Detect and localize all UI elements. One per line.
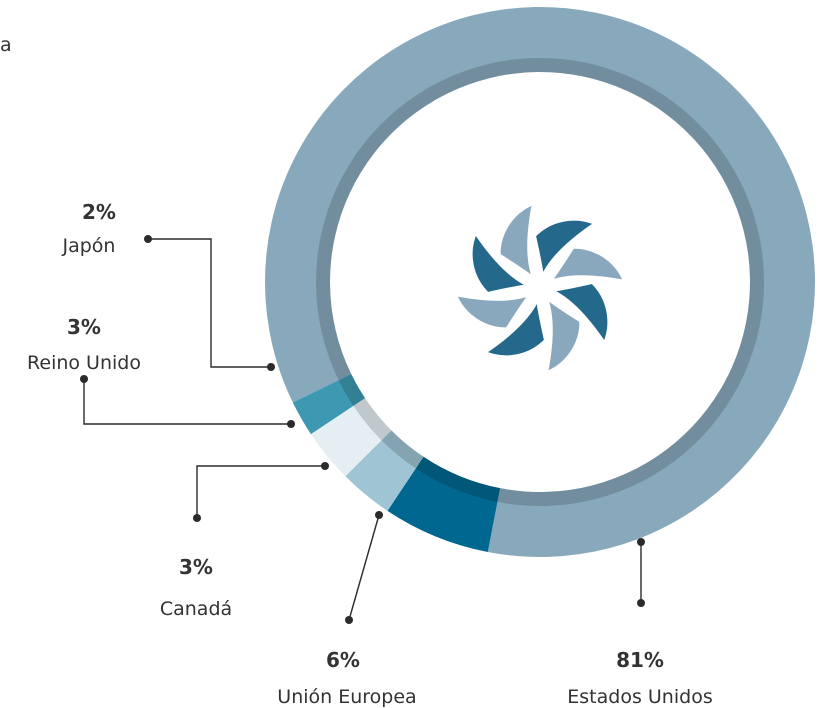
leader-canada — [196, 465, 325, 518]
value-label-reino-unido: 3% — [67, 315, 101, 339]
logo-petal — [451, 284, 543, 333]
category-label-canada: Canadá — [160, 598, 232, 620]
logo-petal — [537, 278, 613, 348]
leader-dot-reino-unido — [287, 420, 295, 428]
logo-petal — [480, 285, 550, 361]
leader-dot-japon — [144, 235, 152, 243]
logo-petal — [467, 228, 543, 298]
logo-petal — [536, 285, 585, 377]
corner-text: a — [0, 34, 12, 56]
spiral-pinwheel-logo — [451, 199, 629, 377]
value-label-japon: 2% — [82, 200, 116, 224]
value-label-estados-unidos: 81% — [616, 648, 664, 672]
value-label-canada: 3% — [179, 555, 213, 579]
leader-dot-reino-unido — [80, 375, 88, 383]
slice-reino-unido — [310, 398, 392, 477]
leader-reino-unido — [83, 379, 291, 425]
slice-union-europea — [387, 456, 501, 552]
leader-dot-union-europea — [345, 616, 353, 624]
slice-canada — [345, 430, 424, 511]
leader-dot-canada — [321, 462, 329, 470]
leader-dot-japon — [267, 363, 275, 371]
leader-dot-estados-unidos — [637, 599, 645, 607]
leader-union-europea — [348, 514, 380, 621]
logo-petal — [495, 199, 544, 291]
leader-dot-estados-unidos — [637, 538, 645, 546]
logo-petal — [530, 215, 600, 291]
category-label-japon: Japón — [62, 235, 116, 257]
category-label-union-europea: Unión Europea — [277, 686, 416, 708]
slice-japon — [292, 374, 366, 435]
leader-japon — [148, 238, 271, 368]
logo-petal — [537, 243, 629, 292]
category-label-estados-unidos: Estados Unidos — [567, 686, 712, 708]
category-label-reino-unido: Reino Unido — [27, 352, 141, 374]
leader-dot-union-europea — [375, 511, 383, 519]
value-label-union-europea: 6% — [326, 648, 360, 672]
leader-dot-canada — [193, 514, 201, 522]
